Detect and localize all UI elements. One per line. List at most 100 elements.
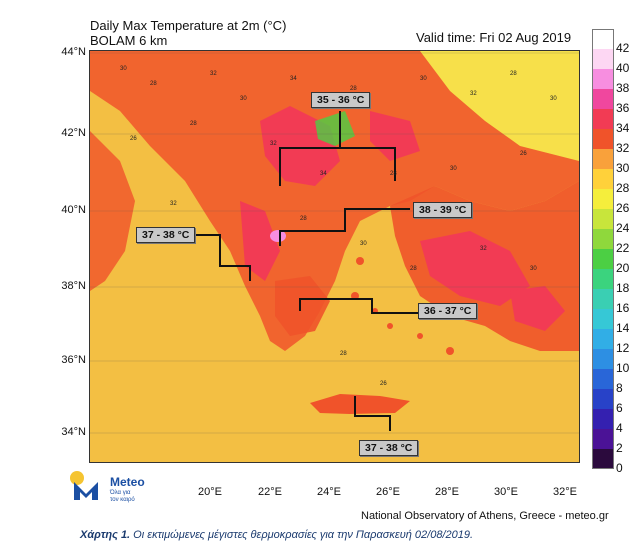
legend-label: 6: [616, 401, 623, 415]
lat-label: 44°N: [61, 46, 86, 58]
legend-label: 0: [616, 461, 623, 475]
map-value: 30: [450, 166, 457, 172]
island: [387, 323, 393, 329]
callout-line-1b: [340, 147, 396, 181]
map-value: 28: [300, 216, 307, 222]
map-title: Daily Max Temperature at 2m (°C): [90, 18, 287, 33]
map-value: 32: [170, 201, 177, 207]
lon-label: 20°E: [198, 486, 222, 498]
callout-label: 37 - 38 °C: [136, 227, 196, 243]
map-value: 28: [510, 71, 517, 77]
meteo-logo-icon: [70, 471, 98, 500]
logo-tagline-1: Όλα για: [110, 490, 131, 496]
map-value: 28: [350, 86, 357, 92]
legend-swatch: [592, 149, 614, 169]
legend-label: 18: [616, 281, 630, 295]
map-subtitle: BOLAM 6 km: [90, 33, 168, 48]
legend-swatch: [592, 269, 614, 289]
legend-label: 28: [616, 181, 630, 195]
valid-time: Valid time: Fri 02 Aug 2019: [416, 30, 572, 45]
legend-swatch: [592, 409, 614, 429]
south-sea: [90, 431, 579, 462]
legend-label: 32: [616, 141, 630, 155]
legend-label: 2: [616, 441, 623, 455]
map-value: 32: [470, 91, 477, 97]
legend-label: 12: [616, 341, 630, 355]
legend-swatch: [592, 49, 614, 69]
map-value: 30: [530, 266, 537, 272]
lon-label: 22°E: [258, 486, 282, 498]
pink-hot-spot: [270, 230, 286, 242]
logo-name: Meteo: [110, 475, 145, 489]
callout-line-5: [354, 396, 391, 431]
legend-label: 38: [616, 81, 630, 95]
lat-label: 40°N: [61, 204, 86, 216]
island: [446, 347, 454, 355]
callout-label: 37 - 38 °C: [359, 440, 419, 456]
black-sea-area: [420, 51, 579, 161]
legend-swatch: [592, 429, 614, 449]
graticule: [90, 52, 579, 434]
logo-tagline-2: τον καιρό: [110, 497, 135, 503]
legend-swatch: [592, 169, 614, 189]
legend-swatch: [592, 349, 614, 369]
lon-label: 32°E: [553, 486, 577, 498]
map-graphic: [90, 51, 579, 462]
map-value: 32: [210, 71, 217, 77]
lat-label: 42°N: [61, 127, 86, 139]
island: [417, 333, 423, 339]
map-value: 28: [410, 266, 417, 272]
legend-swatch: [592, 109, 614, 129]
map-value: 28: [340, 351, 347, 357]
map-value: 32: [480, 246, 487, 252]
callout-line-2: [279, 208, 410, 246]
crete-land: [310, 394, 410, 414]
legend-label: 20: [616, 261, 630, 275]
map-value: 30: [420, 76, 427, 82]
figure-caption: Χάρτης 1. Οι εκτιμώμενες μέγιστες θερμοκ…: [80, 529, 473, 541]
map-value: 26: [380, 381, 387, 387]
map-value: 26: [520, 151, 527, 157]
legend-swatch: [592, 449, 614, 469]
legend-label: 36: [616, 101, 630, 115]
balkans-land: [90, 51, 579, 351]
legend-swatch: [592, 69, 614, 89]
lon-label: 26°E: [376, 486, 400, 498]
callout-label: 38 - 39 °C: [413, 202, 473, 218]
callout-line-4: [299, 298, 420, 314]
lat-label: 34°N: [61, 426, 86, 438]
map-value: 30: [120, 66, 127, 72]
map-value: 28: [150, 81, 157, 87]
credit-text: National Observatory of Athens, Greece -…: [361, 510, 609, 522]
map-value: 34: [290, 76, 297, 82]
lon-label: 30°E: [494, 486, 518, 498]
meteo-logo: Meteo Όλα για τον καιρό: [66, 468, 156, 504]
caption-label: Χάρτης 1.: [80, 529, 131, 541]
legend-label: 16: [616, 301, 630, 315]
map-value: 30: [360, 241, 367, 247]
hot-zone-turkey: [420, 231, 530, 306]
map-value: 30: [240, 96, 247, 102]
cool-zone-green: [315, 111, 355, 146]
hot-zone-turkey-south: [510, 286, 565, 331]
map-value: 34: [320, 171, 327, 177]
lat-label: 38°N: [61, 280, 86, 292]
legend-swatch: [592, 309, 614, 329]
callout-line-3: [195, 234, 251, 281]
legend-label: 34: [616, 121, 630, 135]
callout-line-1: [279, 111, 341, 186]
legend-label: 10: [616, 361, 630, 375]
legend-label: 24: [616, 221, 630, 235]
legend-label: 14: [616, 321, 630, 335]
legend-swatch: [592, 209, 614, 229]
callout-lines: [195, 111, 420, 431]
legend-label: 40: [616, 61, 630, 75]
legend-swatch: [592, 29, 614, 49]
callout-label: 36 - 37 °C: [418, 303, 478, 319]
legend-label: 4: [616, 421, 623, 435]
legend-swatch: [592, 189, 614, 209]
legend-label: 26: [616, 201, 630, 215]
legend-swatch: [592, 389, 614, 409]
legend-label: 22: [616, 241, 630, 255]
legend-swatch: [592, 289, 614, 309]
